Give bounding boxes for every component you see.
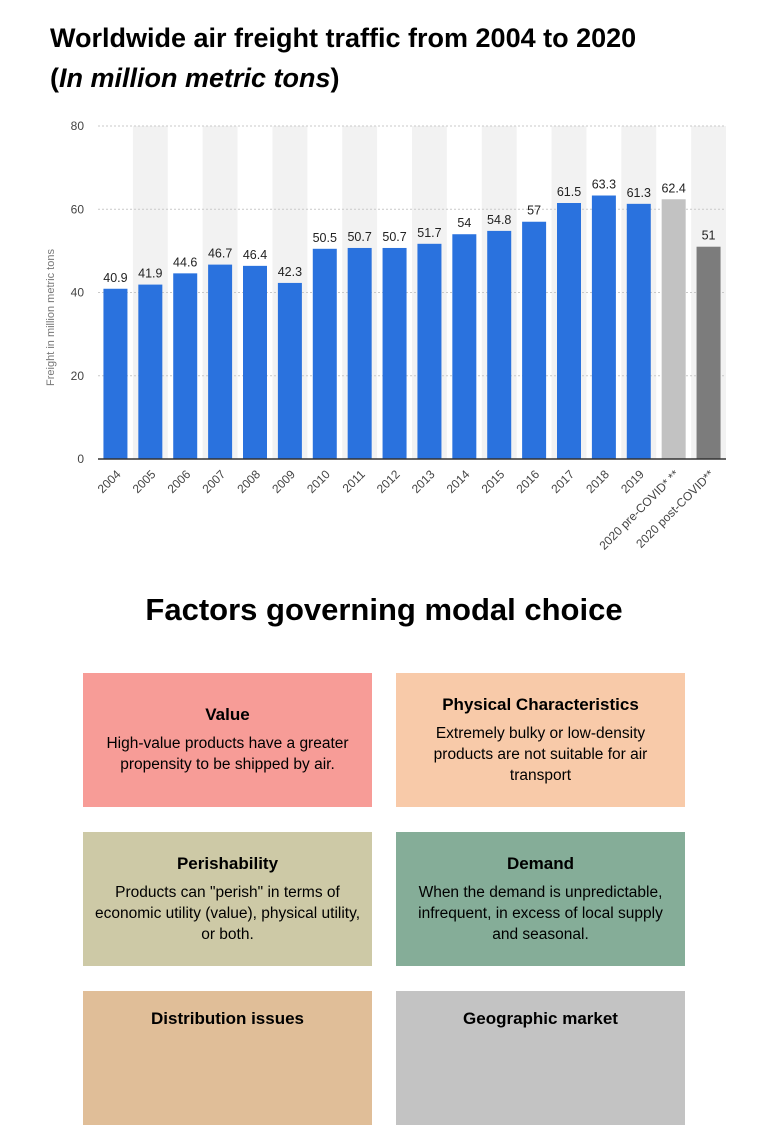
y-tick-label: 0 bbox=[77, 452, 84, 466]
x-tick-label: 2019 bbox=[618, 467, 647, 496]
bar bbox=[417, 243, 442, 459]
title-line-1: Worldwide air freight traffic from 2004 … bbox=[50, 23, 637, 53]
x-tick-label: 2005 bbox=[130, 467, 159, 496]
data-label: 61.3 bbox=[627, 186, 651, 200]
data-label: 57 bbox=[527, 204, 541, 218]
x-tick-label: 2004 bbox=[95, 467, 124, 496]
data-label: 51.7 bbox=[417, 226, 441, 240]
x-tick-label: 2010 bbox=[304, 467, 333, 496]
title-subtitle: In million metric tons bbox=[59, 63, 331, 93]
x-tick-label: 2011 bbox=[340, 467, 368, 495]
y-tick-label: 40 bbox=[71, 286, 85, 300]
data-label: 54 bbox=[457, 216, 471, 230]
data-label: 46.4 bbox=[243, 248, 267, 262]
factor-card-title: Demand bbox=[506, 853, 575, 873]
factor-card-text: Extremely bulky or low-density products … bbox=[433, 724, 648, 784]
bar bbox=[452, 234, 477, 459]
factor-card-title: Distribution issues bbox=[150, 1009, 305, 1028]
bar bbox=[522, 221, 547, 459]
x-tick-label: 2017 bbox=[548, 467, 577, 496]
data-label: 42.3 bbox=[278, 265, 302, 279]
x-tick-label: 2008 bbox=[234, 467, 263, 496]
data-label: 50.5 bbox=[313, 231, 337, 245]
page-title: Worldwide air freight traffic from 2004 … bbox=[50, 18, 750, 98]
bar bbox=[347, 247, 372, 459]
bar bbox=[591, 195, 616, 460]
factor-card-text: When the demand is unpredictable, infreq… bbox=[418, 883, 663, 943]
data-label: 50.7 bbox=[382, 230, 406, 244]
bar bbox=[173, 273, 198, 459]
bar bbox=[103, 288, 128, 459]
bar bbox=[661, 199, 686, 459]
factor-card-text: Products can "perish" in terms of econom… bbox=[94, 883, 361, 943]
bar bbox=[487, 230, 512, 459]
data-label: 46.7 bbox=[208, 247, 232, 261]
x-tick-label: 2014 bbox=[444, 467, 473, 496]
title-paren-open: ( bbox=[50, 63, 59, 93]
bar-chart: 0 20 40 60 80 Freight in million metric tons 4… bbox=[45, 119, 726, 553]
bar bbox=[382, 247, 407, 459]
factor-card-title: Value bbox=[205, 705, 250, 724]
factor-card-value: Value High-value products have a greater… bbox=[83, 673, 372, 807]
title-line-2: (In million metric tons) bbox=[50, 58, 750, 98]
y-tick-label: 20 bbox=[71, 369, 85, 383]
data-label: 40.9 bbox=[103, 271, 127, 285]
data-label: 50.7 bbox=[347, 230, 371, 244]
factor-card-title: Geographic market bbox=[463, 1009, 618, 1028]
section-title: Factors governing modal choice bbox=[145, 592, 623, 627]
factor-card-title: Perishability bbox=[176, 853, 279, 873]
bar bbox=[277, 282, 302, 459]
title-paren-close: ) bbox=[330, 63, 340, 93]
bar bbox=[626, 203, 651, 459]
x-tick-label: 2007 bbox=[199, 467, 228, 496]
y-tick-label: 80 bbox=[71, 119, 85, 133]
bar bbox=[243, 265, 267, 459]
y-tick-label: 60 bbox=[71, 202, 85, 216]
bar bbox=[557, 203, 581, 459]
x-tick-label: 2006 bbox=[165, 467, 194, 496]
x-tick-label: 2013 bbox=[409, 467, 438, 496]
data-label: 51 bbox=[702, 229, 716, 243]
data-label: 62.4 bbox=[661, 181, 685, 195]
factor-card-demand: Demand When the demand is unpredictable,… bbox=[396, 832, 685, 966]
factor-card-distribution-issues: Distribution issues bbox=[83, 991, 372, 1125]
y-axis-label: Freight in million metric tons bbox=[45, 249, 57, 386]
data-label: 63.3 bbox=[592, 178, 616, 192]
x-tick-label: 2009 bbox=[269, 467, 298, 496]
factor-card-text: High-value products have a greater prope… bbox=[106, 735, 349, 773]
data-label: 41.9 bbox=[138, 267, 162, 281]
data-label: 54.8 bbox=[487, 213, 511, 227]
x-tick-label: 2015 bbox=[479, 467, 508, 496]
factor-card-title: Physical Characteristics bbox=[442, 694, 639, 714]
factor-card-physical-characteristics: Physical Characteristics Extremely bulky… bbox=[396, 673, 685, 807]
x-tick-label: 2016 bbox=[513, 467, 542, 496]
bar bbox=[208, 264, 233, 459]
x-tick-label: 2012 bbox=[374, 467, 403, 496]
bar bbox=[138, 284, 163, 459]
factor-card-geographic-market: Geographic market bbox=[396, 991, 685, 1125]
bar bbox=[312, 248, 337, 459]
bar bbox=[696, 246, 721, 459]
x-tick-label: 2018 bbox=[583, 467, 612, 496]
factor-card-perishability: Perishability Products can "perish" in t… bbox=[83, 832, 372, 966]
data-label: 44.6 bbox=[173, 255, 197, 269]
data-label: 61.5 bbox=[557, 185, 581, 199]
